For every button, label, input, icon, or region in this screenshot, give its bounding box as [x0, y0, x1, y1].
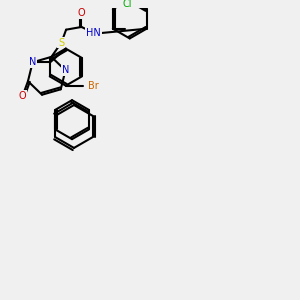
Text: Br: Br: [88, 81, 99, 91]
Text: HN: HN: [86, 28, 101, 38]
Text: O: O: [78, 8, 85, 18]
Text: Cl: Cl: [122, 0, 132, 9]
Text: S: S: [58, 38, 64, 47]
Text: N: N: [29, 57, 36, 67]
Text: O: O: [19, 91, 26, 101]
Text: N: N: [62, 65, 69, 75]
